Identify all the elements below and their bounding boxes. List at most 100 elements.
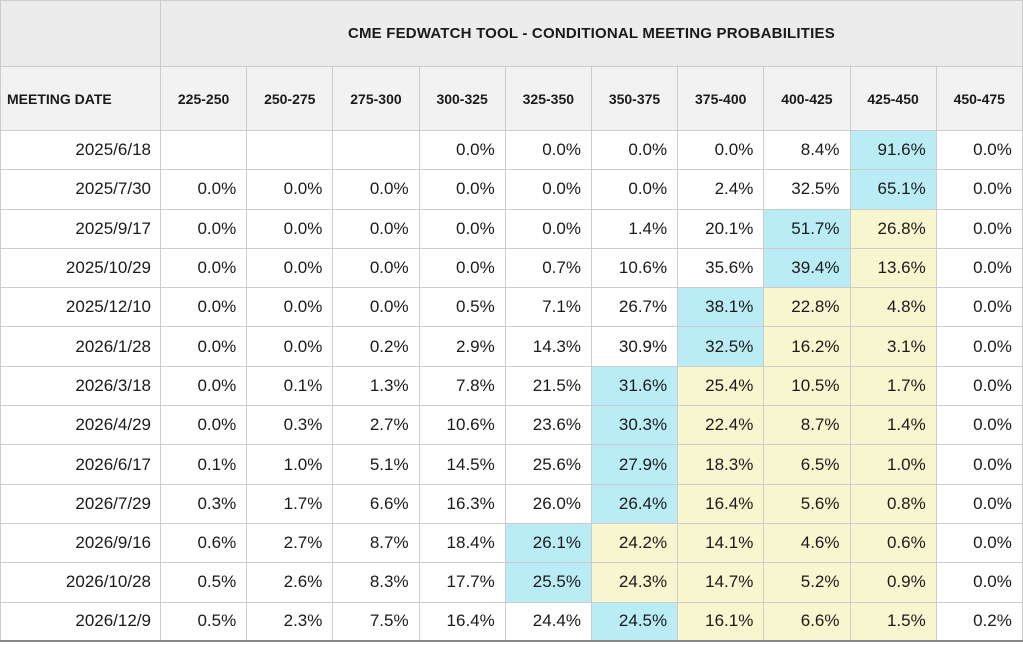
probability-cell: 0.0% [935, 365, 1023, 407]
rate-range-header: 325-350 [504, 66, 592, 131]
probability-cell: 0.0% [935, 208, 1023, 249]
probability-cell: 8.4% [763, 129, 851, 171]
table-row: 2025/12/10 0.0% 0.0% 0.0% 0.5% 7.1% 26.7% 38.1%… [0, 287, 1023, 328]
probability-cell: 4.6% [763, 522, 851, 564]
probability-cell: 0.0% [246, 208, 334, 249]
probability-cell: 8.3% [332, 562, 420, 603]
table-row: 2026/4/29 0.0% 0.3% 2.7% 10.6% 23.6% 30.3% 22.4… [0, 405, 1023, 446]
probability-cell [246, 129, 334, 171]
probability-cell: 0.2% [332, 326, 420, 367]
probability-cell: 16.2% [763, 326, 851, 367]
table-row: 2025/7/30 0.0% 0.0% 0.0% 0.0% 0.0% 0.0% 2.4% 32.… [0, 169, 1023, 210]
probability-cell: 0.0% [159, 287, 248, 328]
probability-cell: 1.0% [246, 444, 334, 485]
probability-cell: 14.1% [677, 522, 765, 564]
probability-cell: 0.0% [935, 287, 1023, 328]
probability-cell: 1.5% [849, 601, 937, 643]
probability-cell: 26.4% [590, 483, 679, 524]
meeting-date-cell: 2025/10/29 [0, 247, 161, 289]
probability-cell: 22.4% [677, 405, 765, 446]
probability-cell: 8.7% [763, 405, 851, 446]
probability-cell: 0.8% [849, 483, 937, 524]
meeting-date-cell: 2026/6/17 [0, 444, 161, 485]
table-row: 2026/12/9 0.5% 2.3% 7.5% 16.4% 24.4% 24.5% 16.1… [0, 601, 1023, 643]
probability-cell: 0.0% [935, 562, 1023, 603]
rate-range-header: 375-400 [677, 66, 765, 131]
table-row: 2026/7/29 0.3% 1.7% 6.6% 16.3% 26.0% 26.4% 16.4… [0, 483, 1023, 524]
probability-cell: 23.6% [504, 405, 592, 446]
probability-cell: 0.0% [418, 247, 506, 289]
rate-range-header: 350-375 [590, 66, 679, 131]
probability-cell: 25.6% [504, 444, 592, 485]
probability-cell: 0.0% [246, 169, 334, 210]
meeting-date-cell: 2026/1/28 [0, 326, 161, 367]
probability-cell: 20.1% [677, 208, 765, 249]
rate-range-header: 300-325 [418, 66, 506, 131]
probability-cell: 24.4% [504, 601, 592, 643]
probability-cell: 26.8% [849, 208, 937, 249]
probability-cell: 2.7% [332, 405, 420, 446]
probability-cell: 0.0% [590, 129, 679, 171]
probability-cell: 0.0% [935, 247, 1023, 289]
probability-cell: 1.0% [849, 444, 937, 485]
probability-cell: 51.7% [763, 208, 851, 249]
probability-cell: 0.0% [159, 169, 248, 210]
probability-cell: 14.7% [677, 562, 765, 603]
table-body: 2025/6/18 0.0% 0.0% 0.0% 0.0% 8.4% 91.6% 0.0% 20… [0, 129, 1023, 643]
probability-cell: 0.0% [246, 287, 334, 328]
probability-cell: 18.3% [677, 444, 765, 485]
probability-cell: 0.0% [332, 247, 420, 289]
probability-cell: 0.5% [159, 562, 248, 603]
table-row: 2026/10/28 0.5% 2.6% 8.3% 17.7% 25.5% 24.3% 14.… [0, 562, 1023, 603]
probability-cell: 21.5% [504, 365, 592, 407]
probability-cell: 0.0% [418, 208, 506, 249]
probability-cell: 0.5% [418, 287, 506, 328]
table-row: 2025/6/18 0.0% 0.0% 0.0% 0.0% 8.4% 91.6% 0.0% [0, 129, 1023, 171]
probability-cell: 0.1% [246, 365, 334, 407]
probability-cell: 0.0% [418, 169, 506, 210]
meeting-date-cell: 2026/9/16 [0, 522, 161, 564]
probability-cell: 0.0% [935, 444, 1023, 485]
probability-cell: 0.0% [677, 129, 765, 171]
probability-cell: 0.0% [159, 247, 248, 289]
probability-cell: 0.0% [332, 208, 420, 249]
probability-cell: 8.7% [332, 522, 420, 564]
probability-cell [332, 129, 420, 171]
probability-cell: 16.1% [677, 601, 765, 643]
probability-cell: 0.0% [418, 129, 506, 171]
corner-cell [0, 0, 161, 67]
probability-cell: 3.1% [849, 326, 937, 367]
meeting-date-cell: 2025/12/10 [0, 287, 161, 328]
probability-cell: 0.0% [159, 326, 248, 367]
probability-cell: 0.0% [504, 208, 592, 249]
probability-cell: 1.7% [849, 365, 937, 407]
probability-cell: 1.3% [332, 365, 420, 407]
probability-cell: 1.4% [849, 405, 937, 446]
meeting-date-cell: 2025/9/17 [0, 208, 161, 249]
meeting-date-cell: 2026/3/18 [0, 365, 161, 407]
probability-cell: 0.1% [159, 444, 248, 485]
probability-cell: 2.9% [418, 326, 506, 367]
probability-cell: 32.5% [677, 326, 765, 367]
probability-cell: 0.9% [849, 562, 937, 603]
probability-cell: 2.6% [246, 562, 334, 603]
probability-cell: 7.1% [504, 287, 592, 328]
probability-cell: 14.3% [504, 326, 592, 367]
probability-cell: 0.0% [332, 169, 420, 210]
probability-cell: 0.0% [504, 129, 592, 171]
table-row: 2026/6/17 0.1% 1.0% 5.1% 14.5% 25.6% 27.9% 18.3… [0, 444, 1023, 485]
probability-cell: 0.0% [935, 129, 1023, 171]
probability-cell: 39.4% [763, 247, 851, 289]
probability-cell: 10.5% [763, 365, 851, 407]
probability-cell: 1.7% [246, 483, 334, 524]
probability-cell: 0.0% [935, 169, 1023, 210]
probability-cell: 32.5% [763, 169, 851, 210]
probability-cell: 31.6% [590, 365, 679, 407]
probability-cell: 4.8% [849, 287, 937, 328]
probability-cell: 1.4% [590, 208, 679, 249]
probability-cell: 0.0% [159, 405, 248, 446]
probability-cell: 0.3% [246, 405, 334, 446]
probability-cell: 0.7% [504, 247, 592, 289]
probability-cell: 5.1% [332, 444, 420, 485]
probability-cell: 6.6% [332, 483, 420, 524]
